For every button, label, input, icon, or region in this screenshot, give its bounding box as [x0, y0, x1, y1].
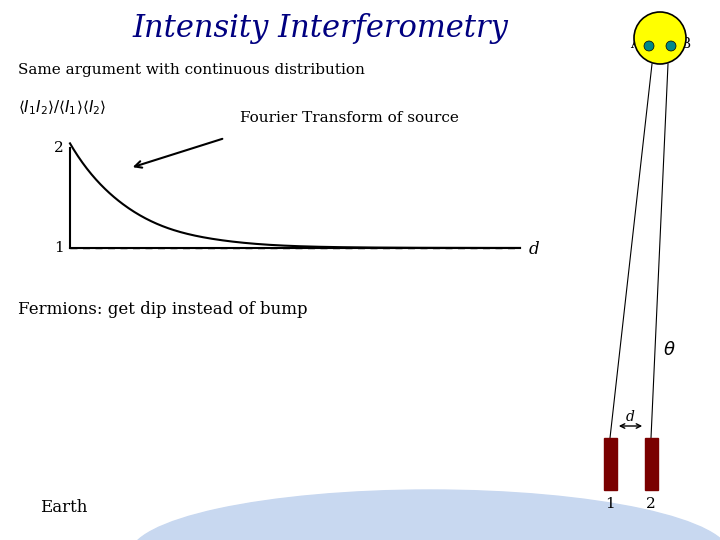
- Text: d: d: [626, 410, 635, 424]
- Text: B: B: [680, 37, 690, 51]
- Ellipse shape: [130, 490, 720, 540]
- Text: Fermions: get dip instead of bump: Fermions: get dip instead of bump: [18, 301, 307, 319]
- Circle shape: [644, 41, 654, 51]
- Bar: [604, 438, 617, 490]
- Text: d: d: [528, 241, 539, 259]
- Circle shape: [666, 41, 676, 51]
- Text: $\langle I_1 I_2\rangle/\langle I_1\rangle\langle I_2\rangle$: $\langle I_1 I_2\rangle/\langle I_1\rang…: [18, 99, 107, 117]
- Text: 1: 1: [54, 241, 64, 255]
- Circle shape: [634, 12, 686, 64]
- Text: Fourier Transform of source: Fourier Transform of source: [240, 111, 459, 125]
- Bar: [645, 438, 658, 490]
- Text: $\theta$: $\theta$: [662, 341, 675, 359]
- Text: Earth: Earth: [40, 500, 87, 516]
- Text: Same argument with continuous distribution: Same argument with continuous distributi…: [18, 63, 365, 77]
- Text: A: A: [630, 37, 640, 51]
- Text: 2: 2: [54, 141, 64, 155]
- Text: 1: 1: [605, 497, 615, 511]
- Text: Intensity Interferometry: Intensity Interferometry: [132, 12, 508, 44]
- Text: 2: 2: [646, 497, 656, 511]
